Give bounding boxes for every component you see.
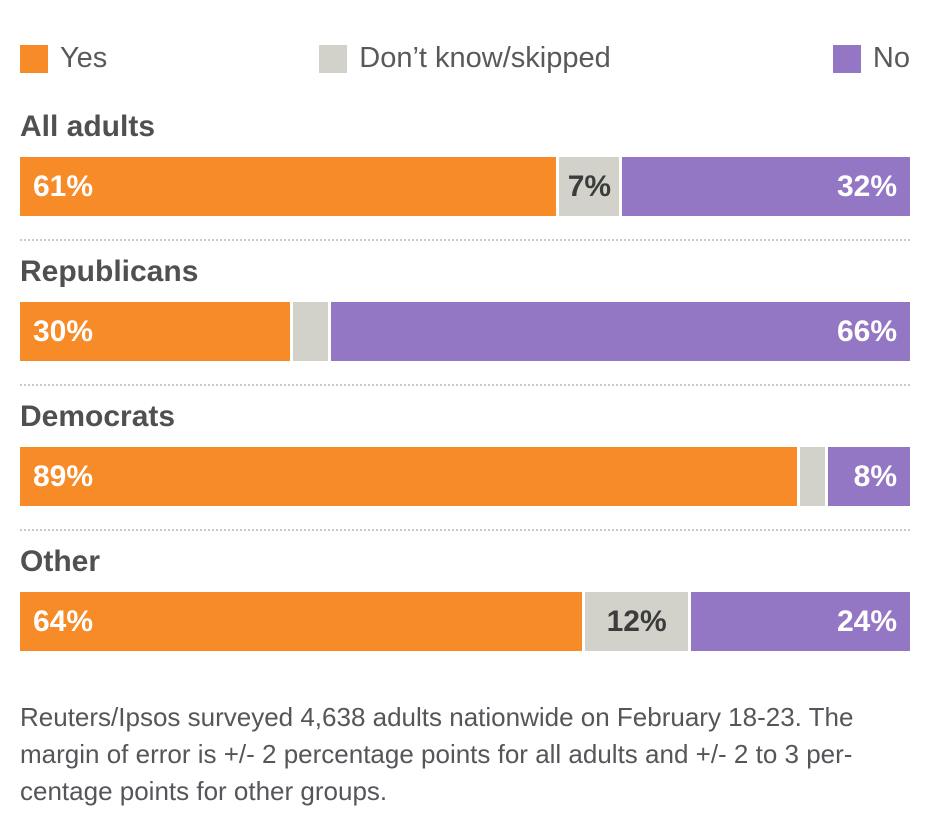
group-republicans: Republicans 30% 66%	[20, 239, 910, 361]
segment-value-label: 24%	[836, 604, 897, 638]
segment-yes: 30%	[20, 302, 291, 361]
segment-dont-know	[799, 447, 826, 506]
dont-know-swatch-icon	[319, 44, 348, 73]
legend-label-dont-know: Don’t know/skipped	[359, 42, 611, 74]
legend: Yes Don’t know/skipped No	[20, 42, 910, 75]
legend-label-yes: Yes	[60, 42, 108, 74]
segment-value-label: 30%	[33, 314, 94, 348]
source-note-line: Reuters/Ipsos surveyed 4,638 adults nati…	[20, 702, 854, 732]
segment-dont-know: 12%	[585, 592, 689, 651]
segment-value-label: 66%	[836, 314, 897, 348]
stacked-bar-all-adults: 61% 7% 32%	[20, 157, 910, 216]
segment-value-label: 61%	[33, 169, 94, 203]
group-title-democrats: Democrats	[20, 400, 176, 433]
stacked-bar-democrats: 89% 8%	[20, 447, 910, 506]
segment-yes: 64%	[20, 592, 583, 651]
group-all-adults: All adults 61% 7% 32%	[20, 109, 910, 216]
yes-swatch-icon	[20, 44, 48, 73]
segment-value-label: 64%	[33, 604, 94, 638]
group-title-all-adults: All adults	[20, 110, 156, 143]
source-note-line: margin of error is +/- 2 percentage poin…	[20, 739, 853, 769]
segment-value-label: 32%	[836, 169, 897, 203]
segment-no: 66%	[330, 302, 910, 361]
legend-label-no: No	[872, 42, 910, 74]
no-swatch-icon	[832, 44, 861, 73]
segment-value-label: 8%	[853, 459, 897, 493]
segment-value-label: 7%	[567, 169, 612, 203]
group-title-republicans: Republicans	[20, 255, 199, 288]
source-note: Reuters/Ipsos surveyed 4,638 adults nati…	[20, 699, 910, 810]
segment-yes: 61%	[20, 157, 557, 216]
segment-no: 8%	[828, 447, 910, 506]
segment-dont-know: 7%	[559, 157, 620, 216]
stacked-bar-republicans: 30% 66%	[20, 302, 910, 361]
source-note-line: centage points for other groups.	[20, 776, 388, 806]
legend-item-yes: Yes	[20, 42, 319, 75]
group-other: Other 64% 12% 24%	[20, 529, 910, 651]
legend-item-no: No	[832, 42, 910, 75]
group-democrats: Democrats 89% 8%	[20, 384, 910, 506]
segment-yes: 89%	[20, 447, 797, 506]
segment-value-label: 89%	[33, 459, 94, 493]
legend-item-dont-know: Don’t know/skipped	[319, 42, 611, 75]
segment-no: 24%	[691, 592, 910, 651]
group-title-other: Other	[20, 545, 101, 578]
stacked-bar-other: 64% 12% 24%	[20, 592, 910, 651]
segment-dont-know	[293, 302, 328, 361]
segment-no: 32%	[622, 157, 910, 216]
segment-value-label: 12%	[606, 604, 667, 638]
